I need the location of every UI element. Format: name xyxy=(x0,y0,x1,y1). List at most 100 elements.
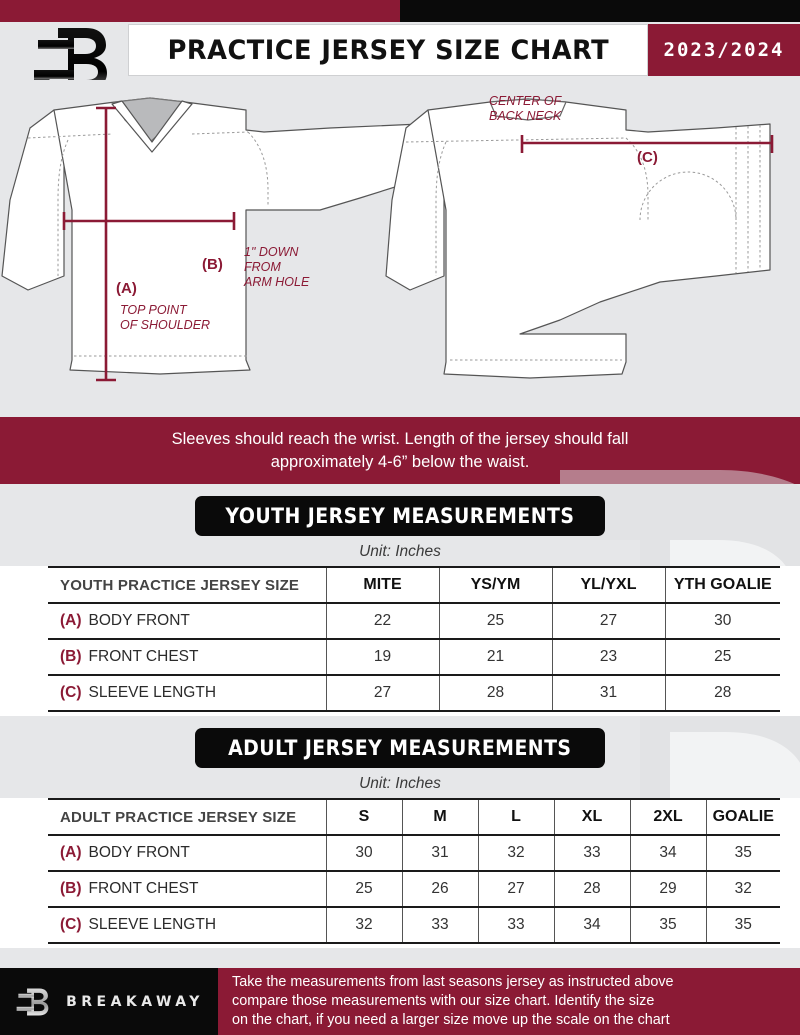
adult-row-0-tag: (A) xyxy=(60,844,82,861)
youth-cell-1-3: 25 xyxy=(665,638,780,675)
youth-col-header-4: YTH GOALIE xyxy=(665,566,780,604)
youth-row-1-label: (B) FRONT CHEST xyxy=(48,638,327,675)
adult-table-wrap: ADULT PRACTICE JERSEY SIZE S M L XL 2XL … xyxy=(0,798,800,948)
youth-cell-1-0: 19 xyxy=(326,638,440,675)
page-title: PRACTICE JERSEY SIZE CHART xyxy=(167,34,609,66)
jersey-diagram: (B) 1" DOWN FROM ARM HOLE (A) TOP POINT … xyxy=(0,80,800,417)
youth-cell-2-2: 31 xyxy=(552,674,666,712)
adult-row-1-tag: (B) xyxy=(60,880,82,897)
youth-row-0-name: BODY FRONT xyxy=(88,612,190,629)
adult-col-header-4: XL xyxy=(554,798,631,836)
adult-section-heading: ADULT JERSEY MEASUREMENTS xyxy=(228,736,572,760)
table-row: (C) SLEEVE LENGTH 32 33 33 34 35 35 xyxy=(48,906,780,944)
label-a-line2: OF SHOULDER xyxy=(120,318,210,332)
adult-row-0-name: BODY FRONT xyxy=(88,844,190,861)
label-a-line1: TOP POINT xyxy=(120,303,188,317)
adult-unit-label: Unit: Inches xyxy=(359,775,441,792)
youth-col-header-2: YS/YM xyxy=(439,566,553,604)
adult-cell-1-2: 27 xyxy=(478,870,555,907)
table-header-row: YOUTH PRACTICE JERSEY SIZE MITE YS/YM YL… xyxy=(48,566,780,604)
youth-row-2-name: SLEEVE LENGTH xyxy=(88,684,217,701)
youth-unit-label: Unit: Inches xyxy=(359,543,441,560)
top-band-black xyxy=(400,0,800,22)
youth-row-2-label: (C) SLEEVE LENGTH xyxy=(48,674,327,712)
page-title-box: PRACTICE JERSEY SIZE CHART xyxy=(128,24,648,76)
adult-col-header-3: L xyxy=(478,798,555,836)
footer-instructions: Take the measurements from last seasons … xyxy=(218,968,800,1035)
adult-col-header-5: 2XL xyxy=(630,798,707,836)
youth-cell-0-0: 22 xyxy=(326,602,440,639)
season-label: 2023/2024 xyxy=(663,39,785,61)
adult-measurements-table: ADULT PRACTICE JERSEY SIZE S M L XL 2XL … xyxy=(48,798,780,944)
adult-col-header-2: M xyxy=(402,798,479,836)
adult-cell-0-0: 30 xyxy=(326,834,403,871)
youth-cell-2-0: 27 xyxy=(326,674,440,712)
jersey-fit-note: Sleeves should reach the wrist. Length o… xyxy=(0,417,800,484)
breakaway-b-logo-icon xyxy=(28,24,120,94)
season-badge: 2023/2024 xyxy=(648,24,800,76)
adult-col-header-1: S xyxy=(326,798,403,836)
adult-cell-0-2: 32 xyxy=(478,834,555,871)
adult-cell-2-4: 35 xyxy=(630,906,707,944)
note-line-1: Sleeves should reach the wrist. Length o… xyxy=(171,430,629,449)
youth-table-wrap: YOUTH PRACTICE JERSEY SIZE MITE YS/YM YL… xyxy=(0,566,800,716)
youth-cell-1-2: 23 xyxy=(552,638,666,675)
adult-section: ADULT JERSEY MEASUREMENTS Unit: Inches xyxy=(0,716,800,948)
youth-row-2-tag: (C) xyxy=(60,684,82,701)
adult-row-2-tag: (C) xyxy=(60,916,82,933)
adult-cell-2-2: 33 xyxy=(478,906,555,944)
youth-section-heading-pill: YOUTH JERSEY MEASUREMENTS xyxy=(195,496,605,536)
label-neck-line2: BACK NECK xyxy=(489,109,562,123)
footer-line-3: on the chart, if you need a larger size … xyxy=(232,1012,670,1028)
youth-col-header-3: YL/YXL xyxy=(552,566,666,604)
footer-brand-block: BREAKAWAY xyxy=(0,968,218,1035)
breakaway-b-logo-footer-icon xyxy=(16,988,49,1015)
youth-section: YOUTH JERSEY MEASUREMENTS Unit: Inches xyxy=(0,484,800,716)
adult-row-1-name: FRONT CHEST xyxy=(88,880,199,897)
note-line-2: approximately 4-6” below the waist. xyxy=(270,452,530,471)
front-measure-lines xyxy=(62,106,236,382)
youth-cell-1-1: 21 xyxy=(439,638,553,675)
adult-col-header-6: GOALIE xyxy=(706,798,780,836)
footer-line-2: compare those measurements with our size… xyxy=(232,992,655,1009)
youth-cell-2-3: 28 xyxy=(665,674,780,712)
page-header: PRACTICE JERSEY SIZE CHART 2023/2024 xyxy=(0,22,800,90)
youth-cell-0-2: 27 xyxy=(552,602,666,639)
label-neck-line1: CENTER OF xyxy=(489,94,563,108)
adult-cell-1-4: 29 xyxy=(630,870,707,907)
youth-row-0-label: (A) BODY FRONT xyxy=(48,602,327,639)
youth-cell-0-3: 30 xyxy=(665,602,780,639)
youth-cell-2-1: 28 xyxy=(439,674,553,712)
table-row: (A) BODY FRONT 30 31 32 33 34 35 xyxy=(48,834,780,871)
label-a-tag: (A) xyxy=(116,280,137,297)
label-b-line3: ARM HOLE xyxy=(243,275,310,289)
adult-cell-1-3: 28 xyxy=(554,870,631,907)
table-row: (B) FRONT CHEST 19 21 23 25 xyxy=(48,638,780,675)
back-measure-line xyxy=(520,135,774,153)
label-c-tag: (C) xyxy=(637,149,658,166)
adult-cell-2-3: 34 xyxy=(554,906,631,944)
adult-row-0-label: (A) BODY FRONT xyxy=(48,834,327,871)
footer-brand-name: BREAKAWAY xyxy=(66,993,204,1010)
table-row: (B) FRONT CHEST 25 26 27 28 29 32 xyxy=(48,870,780,907)
adult-cell-1-5: 32 xyxy=(706,870,780,907)
table-row: (A) BODY FRONT 22 25 27 30 xyxy=(48,602,780,639)
adult-row-2-label: (C) SLEEVE LENGTH xyxy=(48,906,327,944)
adult-cell-0-3: 33 xyxy=(554,834,631,871)
label-b-line2: FROM xyxy=(244,260,281,274)
table-header-row: ADULT PRACTICE JERSEY SIZE S M L XL 2XL … xyxy=(48,798,780,836)
adult-cell-1-0: 25 xyxy=(326,870,403,907)
adult-cell-2-0: 32 xyxy=(326,906,403,944)
youth-measurements-table: YOUTH PRACTICE JERSEY SIZE MITE YS/YM YL… xyxy=(48,566,780,712)
adult-row-1-label: (B) FRONT CHEST xyxy=(48,870,327,907)
footer-line-1: Take the measurements from last seasons … xyxy=(232,973,674,990)
adult-row-2-name: SLEEVE LENGTH xyxy=(88,916,217,933)
page-footer: BREAKAWAY Take the measurements from las… xyxy=(0,968,800,1035)
youth-row-1-name: FRONT CHEST xyxy=(88,648,199,665)
adult-cell-0-4: 34 xyxy=(630,834,707,871)
youth-col-header-0: YOUTH PRACTICE JERSEY SIZE xyxy=(48,566,327,604)
top-band-maroon xyxy=(0,0,400,22)
adult-cell-2-5: 35 xyxy=(706,906,780,944)
table-row: (C) SLEEVE LENGTH 27 28 31 28 xyxy=(48,674,780,712)
